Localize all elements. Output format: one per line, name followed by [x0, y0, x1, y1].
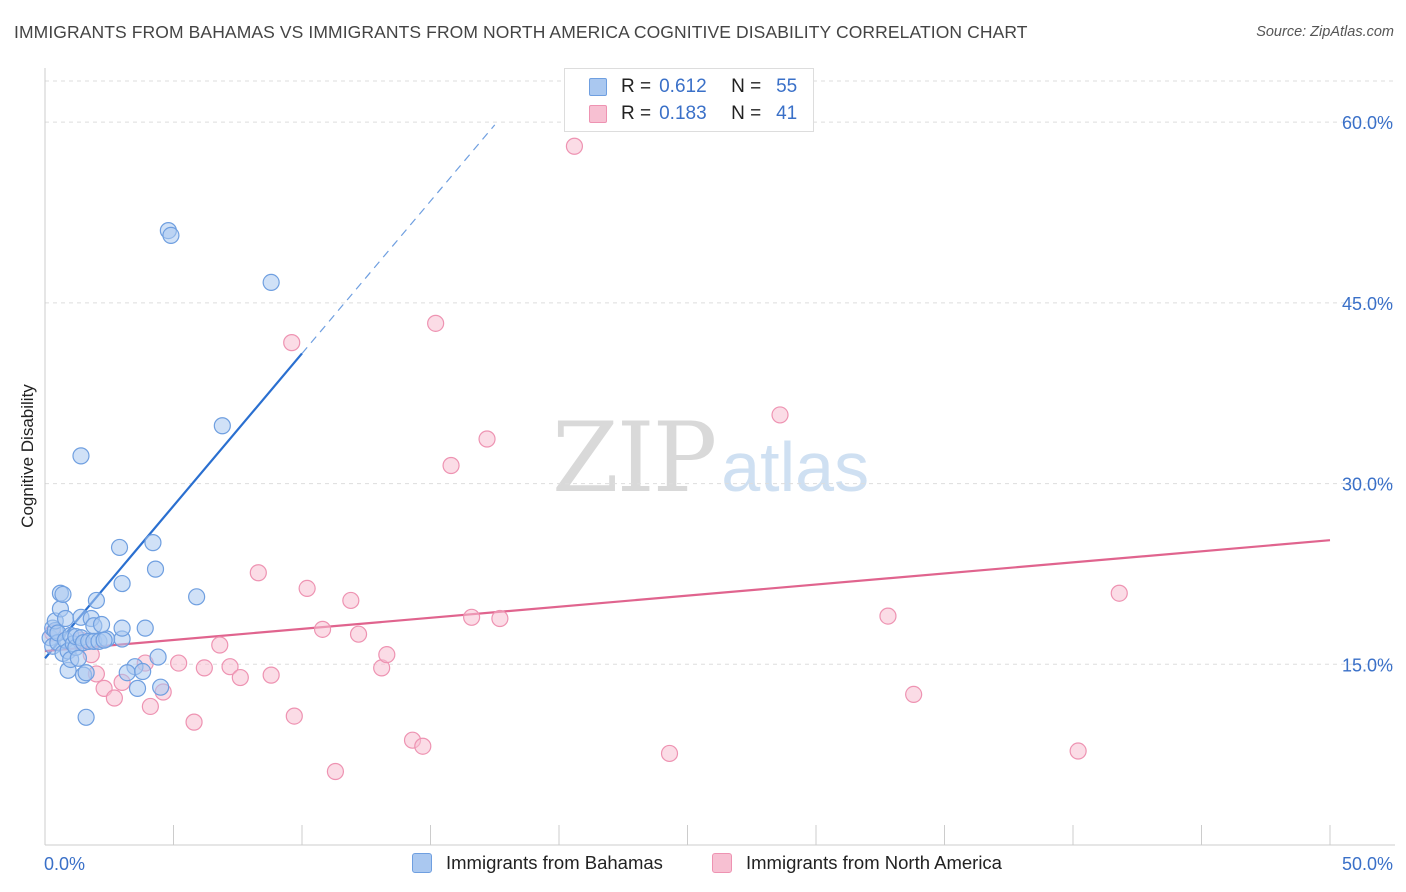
point-north-america	[105, 689, 123, 707]
legend-row-bahamas: R = 0.612 N = 55	[589, 75, 797, 99]
n-label: N =	[731, 103, 762, 124]
point-bahamas	[144, 534, 162, 552]
point-bahamas	[149, 648, 167, 666]
legend-swatch-north-america	[589, 105, 607, 123]
point-bahamas	[56, 609, 75, 628]
point-bahamas	[77, 708, 95, 726]
legend-row-north-america: R = 0.183 N = 41	[589, 102, 797, 126]
x-tick-label-max: 50.0%	[1342, 854, 1393, 874]
point-north-america	[660, 744, 679, 763]
y-tick-label-45: 45.0%	[1342, 294, 1393, 314]
point-bahamas	[134, 662, 152, 681]
point-bahamas	[87, 591, 106, 610]
y-axis-label: Cognitive Disability	[18, 384, 37, 528]
point-north-america	[313, 620, 332, 638]
point-bahamas	[136, 619, 154, 637]
point-bahamas	[72, 447, 90, 465]
point-north-america	[231, 668, 249, 687]
legend-item-north-america[interactable]: Immigrants from North America	[712, 852, 1002, 874]
r-label: R =	[621, 76, 652, 97]
point-north-america	[221, 658, 239, 676]
point-north-america	[905, 685, 923, 704]
chart-title: IMMIGRANTS FROM BAHAMAS VS IMMIGRANTS FR…	[14, 22, 1028, 42]
point-north-america	[771, 406, 789, 424]
point-north-america	[349, 625, 368, 643]
r-label: R =	[621, 103, 652, 124]
point-bahamas	[152, 678, 170, 696]
point-bahamas	[146, 560, 165, 578]
point-north-america	[195, 659, 213, 677]
point-north-america	[249, 564, 267, 582]
zipatlas-watermark: ZIPatlas	[552, 402, 869, 514]
x-tick-label-min: 0.0%	[44, 854, 85, 874]
n-value: 55	[776, 76, 798, 97]
r-value: 0.183	[659, 103, 707, 124]
point-bahamas	[69, 649, 88, 667]
point-north-america	[378, 646, 396, 664]
point-bahamas	[118, 664, 136, 682]
legend-swatch-north-america	[712, 853, 732, 873]
point-north-america	[491, 609, 509, 628]
point-bahamas	[92, 615, 111, 634]
point-north-america	[326, 762, 345, 781]
trend-line-bahamas	[44, 352, 303, 659]
point-north-america	[342, 591, 360, 610]
point-north-america	[298, 579, 316, 597]
point-north-america	[427, 314, 445, 332]
points-bahamas	[41, 221, 280, 726]
point-north-america	[478, 430, 496, 448]
point-north-america	[170, 654, 188, 672]
correlation-legend: R = 0.612 N = 55 R = 0.183 N = 41	[564, 68, 814, 132]
y-tick-label-30: 30.0%	[1342, 475, 1393, 495]
point-bahamas	[188, 588, 206, 606]
point-bahamas	[162, 226, 180, 245]
point-bahamas	[110, 538, 129, 557]
gridlines	[45, 80, 1395, 665]
point-north-america	[1069, 742, 1087, 760]
source-attribution: Source: ZipAtlas.com	[1256, 24, 1394, 40]
point-bahamas	[213, 417, 231, 435]
point-north-america	[442, 456, 460, 475]
point-bahamas	[95, 631, 113, 649]
point-bahamas	[113, 619, 131, 637]
legend-item-bahamas[interactable]: Immigrants from Bahamas	[412, 852, 663, 874]
trend-lines	[44, 124, 1331, 659]
point-north-america	[1110, 584, 1128, 602]
n-label: N =	[731, 76, 762, 97]
trend-line-north-america	[44, 539, 1331, 653]
point-north-america	[463, 608, 481, 626]
tick-labels: 15.0% 30.0% 45.0% 60.0% 0.0% 50.0%	[44, 113, 1393, 874]
legend-swatch-bahamas	[412, 853, 432, 873]
watermark-atlas: atlas	[721, 428, 870, 506]
point-north-america	[283, 334, 301, 352]
legend-label-north-america: Immigrants from North America	[746, 852, 1002, 873]
point-north-america	[185, 713, 203, 731]
point-north-america	[414, 737, 432, 755]
axes	[44, 68, 1395, 846]
point-north-america	[141, 697, 159, 716]
n-value: 41	[776, 103, 798, 124]
watermark-zip: ZIP	[552, 402, 717, 514]
point-bahamas	[113, 574, 131, 593]
point-north-america	[565, 137, 584, 155]
r-value: 0.612	[659, 76, 707, 97]
point-bahamas	[54, 585, 72, 604]
point-north-america	[211, 636, 229, 654]
legend-swatch-bahamas	[589, 78, 607, 96]
points-north-america	[44, 137, 1128, 781]
point-north-america	[879, 607, 897, 625]
trend-line-bahamas-extension	[301, 124, 496, 354]
series-legend: Immigrants from Bahamas Immigrants from …	[0, 852, 1406, 878]
point-north-america	[285, 707, 303, 725]
y-tick-label-60: 60.0%	[1342, 113, 1393, 133]
y-tick-label-15: 15.0%	[1342, 655, 1393, 675]
point-bahamas	[128, 679, 147, 697]
legend-label-bahamas: Immigrants from Bahamas	[446, 852, 663, 873]
point-north-america	[262, 666, 280, 684]
point-bahamas	[262, 273, 280, 291]
point-bahamas	[77, 664, 95, 682]
